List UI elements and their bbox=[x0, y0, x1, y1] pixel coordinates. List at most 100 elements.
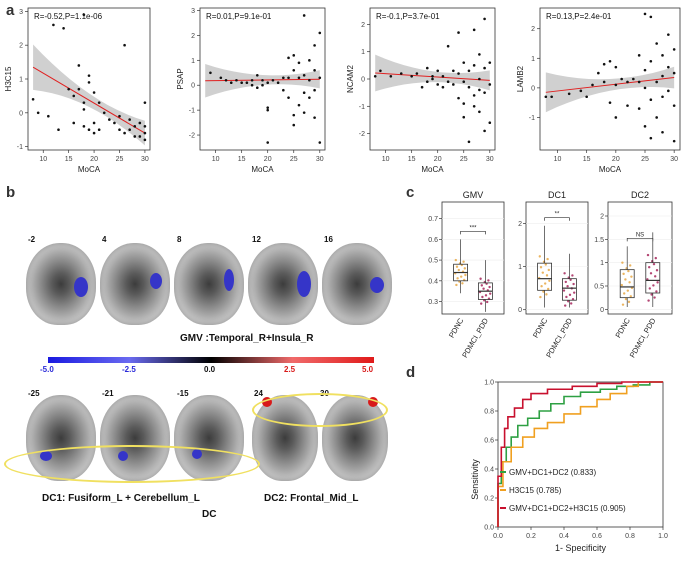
box-point bbox=[545, 274, 549, 277]
data-point bbox=[672, 104, 676, 107]
data-point bbox=[483, 129, 486, 133]
data-point bbox=[143, 131, 147, 135]
box-point bbox=[629, 264, 632, 267]
data-point bbox=[47, 114, 50, 118]
data-point bbox=[436, 69, 440, 73]
box-point bbox=[486, 300, 489, 304]
slice-num: -2 bbox=[28, 235, 36, 244]
correlation-stat: R=0.13,P=2.4e-01 bbox=[546, 12, 612, 21]
data-point bbox=[72, 94, 76, 98]
data-point bbox=[483, 17, 486, 21]
y-tick-label: -1 bbox=[189, 108, 195, 115]
box bbox=[619, 269, 635, 299]
y-tick-label: 2 bbox=[531, 26, 535, 33]
y-tick-label: 0.3 bbox=[428, 299, 438, 306]
plot-frame bbox=[607, 201, 673, 315]
y-tick-label: -2 bbox=[189, 133, 195, 140]
data-point bbox=[436, 83, 440, 86]
data-point bbox=[118, 128, 121, 132]
data-point bbox=[302, 14, 306, 17]
x-tick-label: 15 bbox=[65, 156, 73, 163]
data-point bbox=[672, 139, 676, 143]
data-point bbox=[472, 64, 476, 67]
boxplot-title: GMV bbox=[463, 190, 484, 200]
y-tick-label: 0 bbox=[361, 77, 365, 84]
box-point bbox=[621, 303, 625, 306]
data-point bbox=[661, 54, 664, 57]
significance-label: *** bbox=[469, 225, 477, 231]
box-point bbox=[653, 296, 656, 299]
data-point bbox=[649, 98, 653, 102]
data-point bbox=[250, 78, 254, 82]
x-tick-label: 0.0 bbox=[493, 533, 503, 540]
box-point bbox=[562, 289, 566, 292]
x-axis-label: 1- Specificity bbox=[555, 543, 607, 553]
dc2-caption: DC2: Frontal_Mid_L bbox=[264, 493, 359, 504]
data-point bbox=[62, 26, 65, 30]
box-point bbox=[564, 280, 567, 284]
data-point bbox=[431, 77, 434, 81]
legend-label: GMV+DC1+DC2 (0.833) bbox=[509, 468, 596, 477]
data-point bbox=[462, 102, 466, 105]
data-point bbox=[637, 80, 641, 84]
correlation-stat: R=-0.1,P=3.7e-01 bbox=[376, 12, 440, 21]
data-point bbox=[292, 113, 296, 117]
data-point bbox=[478, 88, 481, 92]
data-point bbox=[472, 94, 476, 97]
y-tick-label: 2 bbox=[19, 43, 23, 50]
data-point bbox=[143, 125, 147, 128]
data-point bbox=[661, 130, 664, 134]
x-tick-label: 10 bbox=[382, 156, 390, 163]
x-tick-label: 0.4 bbox=[559, 533, 569, 540]
brain-slice bbox=[248, 243, 318, 325]
boxplot-panel: GMV0.30.40.50.60.7PDNCPDMCI_PDD***DC1012… bbox=[428, 190, 673, 358]
data-point bbox=[410, 74, 413, 78]
y-tick-label: 0.4 bbox=[428, 278, 438, 285]
x-axis-label: MoCA bbox=[251, 165, 274, 174]
box-point bbox=[622, 272, 625, 276]
data-point bbox=[373, 74, 377, 78]
regression-line bbox=[545, 77, 675, 93]
data-point bbox=[567, 92, 571, 96]
data-point bbox=[626, 80, 629, 84]
box-point bbox=[655, 269, 659, 272]
box-point bbox=[460, 275, 463, 278]
dc1-highlight-ellipse bbox=[4, 445, 260, 483]
data-point bbox=[597, 71, 600, 75]
slice-num: 4 bbox=[102, 235, 107, 244]
box-point bbox=[650, 293, 653, 296]
data-point bbox=[52, 23, 55, 27]
y-tick-label: 0.6 bbox=[484, 438, 494, 445]
data-point bbox=[457, 96, 460, 100]
data-point bbox=[97, 101, 101, 104]
category-label: PDNC bbox=[531, 316, 550, 339]
box bbox=[645, 262, 661, 294]
data-point bbox=[614, 65, 618, 69]
data-point bbox=[488, 61, 492, 64]
data-point bbox=[82, 108, 86, 111]
x-tick-label: 20 bbox=[90, 156, 98, 163]
data-point bbox=[655, 42, 658, 45]
data-point bbox=[672, 71, 676, 75]
data-point bbox=[87, 81, 91, 84]
data-point bbox=[287, 96, 290, 99]
y-axis-label: LAMB2 bbox=[516, 65, 525, 92]
data-point bbox=[209, 71, 212, 75]
data-point bbox=[250, 83, 254, 87]
data-point bbox=[261, 78, 264, 82]
boxplot-title: DC1 bbox=[548, 190, 566, 200]
data-point bbox=[620, 77, 623, 81]
data-point bbox=[441, 85, 445, 89]
data-point bbox=[255, 73, 259, 77]
y-tick-label: 0.5 bbox=[594, 284, 604, 291]
data-point bbox=[632, 77, 635, 81]
data-point bbox=[313, 68, 316, 72]
data-point bbox=[308, 59, 311, 62]
data-point bbox=[245, 81, 249, 85]
box bbox=[561, 278, 577, 301]
data-point bbox=[87, 74, 91, 77]
dc2-highlight-ellipse bbox=[252, 393, 388, 427]
y-tick-label: 1.5 bbox=[594, 237, 604, 244]
x-tick-label: 0.2 bbox=[526, 533, 536, 540]
x-axis-label: MoCA bbox=[78, 165, 101, 174]
